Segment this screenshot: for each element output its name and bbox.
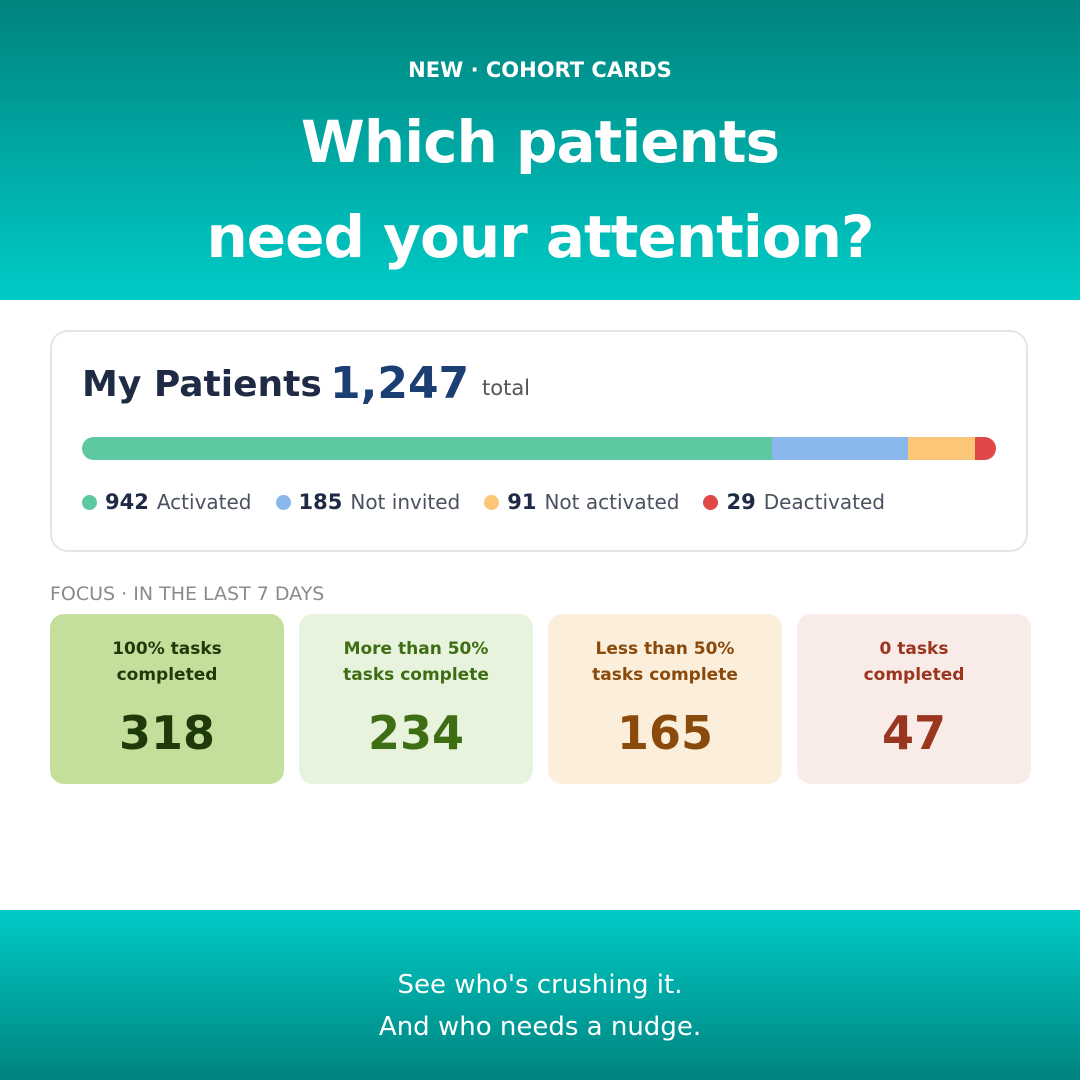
- legend-label: Not activated: [544, 490, 680, 514]
- legend-count: 29: [726, 490, 756, 514]
- bar-segment: [82, 437, 773, 460]
- headline: need your attention?: [206, 203, 874, 271]
- tile-label-line: More than 50%: [343, 639, 489, 659]
- bar-segment: [772, 437, 909, 460]
- tile-label-line: completed: [116, 665, 218, 685]
- footer-line: And who needs a nudge.: [378, 1012, 702, 1042]
- legend-item: 185 Not invited: [275, 490, 461, 514]
- tile-count: 234: [367, 706, 465, 760]
- tile-label-line: tasks complete: [592, 665, 738, 685]
- cohort-tile: More than 50% tasks complete 234: [299, 614, 533, 784]
- tile-label: Less than 50% tasks complete: [548, 636, 782, 688]
- legend-count: 185: [298, 490, 343, 514]
- tile-label: 0 tasks completed: [797, 636, 1031, 688]
- footer: See who's crushing it. And who needs a n…: [0, 910, 1080, 1080]
- legend-dot: [275, 494, 291, 510]
- legend-dot: [82, 494, 97, 510]
- tile-label-line: completed: [863, 665, 965, 685]
- legend-label: Deactivated: [763, 490, 885, 514]
- tile-count: 165: [616, 706, 714, 760]
- bar-segment: [974, 437, 996, 460]
- cohort-tile: 100% tasks completed 318: [50, 614, 284, 784]
- stacked-bar: [82, 437, 996, 460]
- tile-count: 318: [118, 706, 216, 760]
- section-heading: FOCUS · IN THE LAST 7 DAYS: [50, 583, 325, 605]
- tile-label-line: Less than 50%: [595, 639, 735, 659]
- cohort-tile: 0 tasks completed 47: [797, 614, 1031, 784]
- total: 1,247: [330, 358, 470, 409]
- tile-label: More than 50% tasks complete: [299, 636, 533, 688]
- legend-dot: [703, 494, 719, 510]
- summary-card: My Patients 1,247 total 942 Activated 185 N…: [50, 330, 1028, 552]
- tile-count: 47: [881, 706, 946, 760]
- cohort-tile: Less than 50% tasks complete 165: [548, 614, 782, 784]
- footer-line: See who's crushing it.: [397, 970, 683, 1000]
- eyebrow: NEW · COHORT CARDS: [408, 58, 672, 82]
- legend: 942 Activated 185 Not invited 91 Not activate…: [82, 490, 885, 514]
- tile-label-line: 100% tasks: [112, 639, 222, 659]
- tile-label: 100% tasks completed: [50, 636, 284, 688]
- legend-count: 91: [507, 490, 537, 514]
- legend-label: Not invited: [350, 490, 461, 514]
- headline: Which patients: [300, 108, 780, 176]
- legend-count: 942: [105, 490, 149, 514]
- legend-item: 942 Activated: [82, 490, 252, 514]
- tile-label-line: 0 tasks: [879, 639, 949, 659]
- legend-item: 91 Not activated: [484, 490, 679, 514]
- tile-label-line: tasks complete: [343, 665, 489, 685]
- legend-dot: [484, 494, 500, 510]
- total-label: total: [482, 376, 531, 400]
- card-title: My Patients: [82, 364, 322, 405]
- legend-item: 29 Deactivated: [703, 490, 885, 514]
- header: NEW · COHORT CARDS Which patients need y…: [0, 0, 1080, 300]
- legend-label: Activated: [156, 490, 252, 514]
- bar-segment: [908, 437, 975, 460]
